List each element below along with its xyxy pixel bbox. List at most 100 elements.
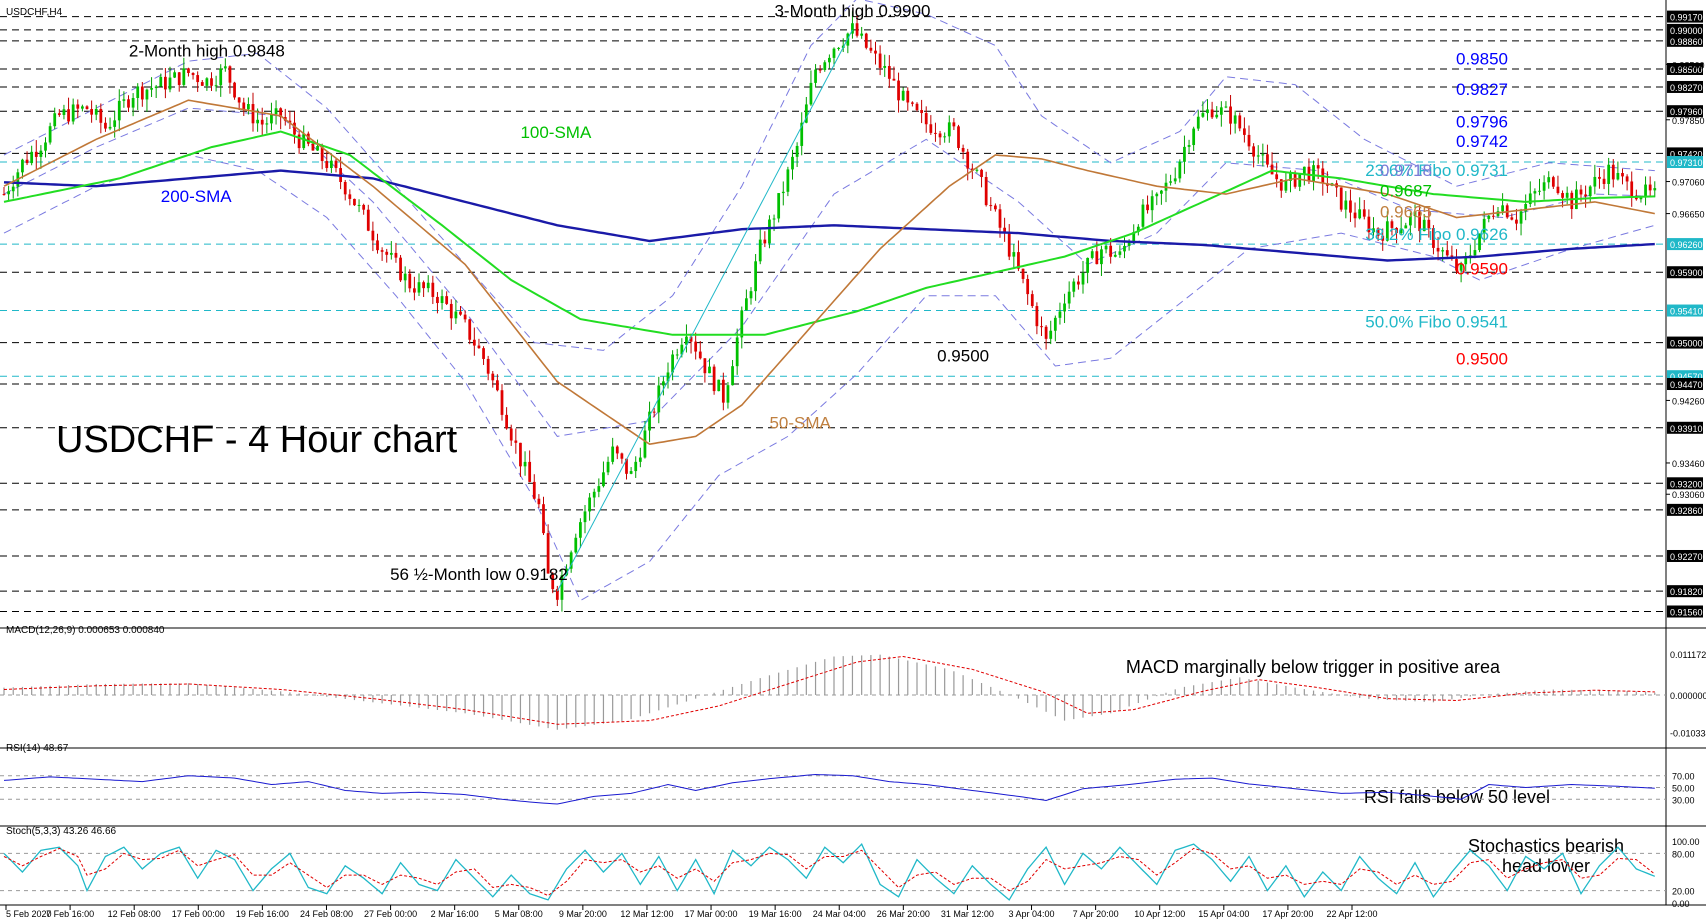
candle-body	[247, 104, 250, 110]
candle-body	[634, 461, 638, 472]
candle-body	[1150, 196, 1154, 211]
level-price-label: 0.97420	[1670, 149, 1703, 159]
candle-body	[1160, 190, 1163, 194]
level-price-tag	[1667, 336, 1703, 349]
candle-body	[99, 108, 103, 123]
candle-body	[947, 122, 951, 137]
candle-body	[583, 511, 587, 523]
fibo-label: 50.0% Fibo 0.9541	[1365, 313, 1508, 332]
level-price-tag	[1667, 477, 1703, 490]
candle-body	[436, 296, 439, 304]
candle-body	[1422, 219, 1426, 232]
candle-body	[422, 282, 425, 289]
candle-body	[1123, 245, 1126, 252]
panel-bg	[0, 749, 1706, 826]
candle-body	[1132, 232, 1136, 243]
candle-body	[39, 150, 43, 157]
candle-body	[1464, 257, 1468, 265]
candlesticks	[2, 11, 1657, 612]
bb-lower-line	[3, 154, 1655, 602]
candle-body	[449, 303, 453, 319]
time-tick-label: 5 Feb 2020	[6, 909, 52, 919]
candle-body	[1395, 227, 1398, 234]
candle-body	[1316, 165, 1320, 169]
candle-body	[140, 86, 144, 100]
candle-body	[1551, 177, 1555, 187]
time-tick-label: 22 Apr 12:00	[1326, 909, 1377, 919]
candle-body	[320, 145, 324, 162]
candle-body	[1404, 225, 1408, 229]
candle-body	[1293, 173, 1297, 187]
candle-body	[1427, 219, 1431, 229]
candle-body	[1127, 242, 1131, 246]
candle-body	[154, 86, 158, 89]
level-price-tag	[1667, 378, 1703, 391]
candle-body	[546, 533, 550, 574]
time-tick-label: 12 Feb 08:00	[108, 909, 161, 919]
level-price-label: 0.98500	[1670, 65, 1703, 75]
candle-body	[279, 108, 283, 118]
candle-body	[1210, 109, 1214, 118]
candle-body	[864, 33, 868, 48]
level-price-tag	[1667, 80, 1703, 93]
candle-body	[1353, 212, 1357, 219]
candle-body	[675, 354, 679, 356]
candle-body	[343, 181, 347, 195]
candle-body	[878, 53, 882, 68]
candle-body	[869, 47, 873, 51]
stoch-comment-line2: head lower	[1502, 856, 1590, 876]
candle-body	[984, 177, 988, 206]
candle-body	[34, 151, 38, 157]
candle-body	[1021, 268, 1025, 279]
candle-body	[1206, 109, 1209, 114]
stoch-tick-label: 20.00	[1672, 887, 1695, 897]
price-tick-label: 0.97850	[1672, 116, 1705, 126]
candle-body	[288, 120, 292, 123]
time-tick-label: 17 Feb 00:00	[172, 909, 225, 919]
candle-body	[491, 373, 495, 381]
candle-body	[597, 486, 601, 492]
candle-body	[906, 90, 910, 103]
candle-body	[353, 198, 356, 206]
candle-body	[306, 133, 310, 144]
candle-body	[25, 159, 29, 164]
horizontal-levels	[0, 16, 1666, 612]
candle-body	[680, 344, 684, 355]
candle-body	[1049, 330, 1053, 339]
candle-body	[1012, 252, 1016, 257]
level-price-tag	[1667, 105, 1703, 118]
level-price-label: 0.98860	[1670, 37, 1703, 47]
candle-body	[53, 113, 57, 127]
candle-body	[177, 72, 181, 85]
candle-body	[1644, 184, 1647, 198]
candle-body	[712, 366, 716, 392]
candle-body	[749, 291, 753, 299]
candle-body	[721, 379, 725, 403]
candle-body	[67, 109, 70, 122]
candle-body	[791, 156, 794, 170]
candle-body	[1298, 174, 1302, 187]
candle-body	[477, 345, 481, 349]
candle-body	[1003, 227, 1006, 234]
sma100-line	[3, 130, 1655, 336]
sma-value-label: 0.9665	[1380, 203, 1432, 222]
candle-body	[1653, 188, 1657, 191]
candle-body	[214, 85, 218, 87]
macd-signal-line	[3, 655, 1655, 725]
fibo-trend-line	[556, 29, 853, 592]
candle-body	[731, 366, 734, 386]
candle-body	[602, 472, 605, 487]
candle-body	[1284, 180, 1288, 191]
candle-body	[30, 151, 34, 164]
chart-annotation: 100-SMA	[520, 123, 592, 142]
sma50-line	[3, 99, 1655, 446]
candle-body	[1358, 209, 1362, 219]
candle-body	[569, 552, 573, 569]
candle-body	[1385, 221, 1389, 241]
candle-body	[330, 160, 333, 169]
candle-body	[1058, 311, 1062, 318]
time-tick-label: 17 Mar 00:00	[685, 909, 738, 919]
candle-body	[620, 453, 624, 459]
candle-body	[537, 498, 541, 505]
candle-body	[242, 102, 246, 110]
